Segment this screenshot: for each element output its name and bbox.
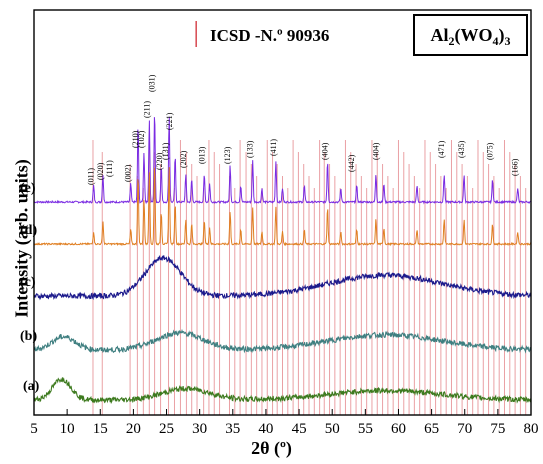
miller-label: (471)	[437, 140, 446, 158]
series-label: (e)	[20, 181, 36, 196]
x-tick-label: 70	[457, 421, 472, 437]
miller-label: (002)	[124, 164, 133, 182]
formula-sub: 4	[492, 34, 499, 48]
miller-label: (404)	[372, 142, 381, 160]
miller-label: (031)	[148, 74, 157, 92]
miller-label: (411)	[269, 139, 278, 156]
formula-part: (WO	[454, 25, 493, 45]
miller-labels: (011) (020) (111) (002) (210)(102) (211) (031)…	[87, 74, 520, 185]
x-tick-label: 80	[524, 421, 539, 437]
miller-label: (111)	[105, 160, 114, 177]
miller-label: (133)	[246, 140, 255, 158]
x-axis-ticks: 5 10 15 20 25 30 35 40 45 50 55 60 65 70 75 80	[30, 409, 539, 437]
miller-label: (131)	[161, 142, 170, 160]
miller-label: (011)	[87, 168, 96, 185]
series-label: (c)	[20, 275, 36, 290]
x-tick-label: 60	[391, 421, 406, 437]
x-tick-label: 30	[192, 421, 207, 437]
series-line	[33, 116, 532, 205]
series-label: (a)	[23, 379, 40, 394]
reference-legend: ICSD -N.º 90936	[210, 26, 330, 45]
reference-lines	[92, 21, 527, 415]
miller-label: (075)	[486, 142, 495, 160]
formula-sub: 2	[448, 34, 455, 48]
x-tick-label: 55	[358, 421, 373, 437]
series-label: (d)	[20, 223, 37, 238]
x-tick-label: 25	[159, 421, 174, 437]
plot-frame	[33, 9, 532, 416]
x-tick-label: 20	[126, 421, 141, 437]
miller-label: (202)	[179, 150, 188, 168]
x-tick-label: 10	[60, 421, 75, 437]
x-tick-label: 50	[325, 421, 340, 437]
miller-label: (013)	[197, 146, 206, 164]
formula-box: Al2(WO4)3	[413, 14, 528, 56]
x-tick-label: 45	[292, 421, 307, 437]
miller-label: (442)	[347, 154, 356, 172]
x-tick-label: 75	[490, 421, 505, 437]
series-label: (b)	[20, 329, 37, 344]
miller-label: (404)	[321, 142, 330, 160]
reference-legend-swatch	[196, 21, 197, 47]
series-line	[33, 328, 532, 354]
miller-label: (220)	[155, 152, 164, 170]
formula-sub: 3	[504, 34, 511, 48]
miller-label: (211)	[142, 101, 151, 118]
formula-part: )	[498, 25, 505, 45]
x-tick-label: 65	[424, 421, 439, 437]
miller-label: (210)	[131, 130, 140, 148]
series-line	[33, 167, 532, 247]
series-line	[33, 254, 532, 301]
series-labels: (e) (d) (c) (b) (a)	[20, 181, 40, 394]
series-line	[33, 377, 532, 405]
series-group	[33, 116, 532, 405]
x-tick-label: 5	[30, 421, 38, 437]
miller-label: (020)	[96, 162, 105, 180]
x-tick-label: 35	[225, 421, 240, 437]
y-axis-label: Intensity (arb. units)	[11, 159, 32, 318]
miller-label: (166)	[511, 158, 520, 176]
miller-label: (221)	[165, 112, 174, 130]
x-tick-label: 15	[93, 421, 108, 437]
miller-label: (123)	[223, 146, 232, 164]
miller-label: (435)	[457, 140, 466, 158]
x-axis-label: 2θ (º)	[251, 438, 292, 458]
x-tick-label: 40	[258, 421, 273, 437]
formula-part: Al	[430, 25, 449, 45]
miller-label: (102)	[137, 130, 146, 148]
